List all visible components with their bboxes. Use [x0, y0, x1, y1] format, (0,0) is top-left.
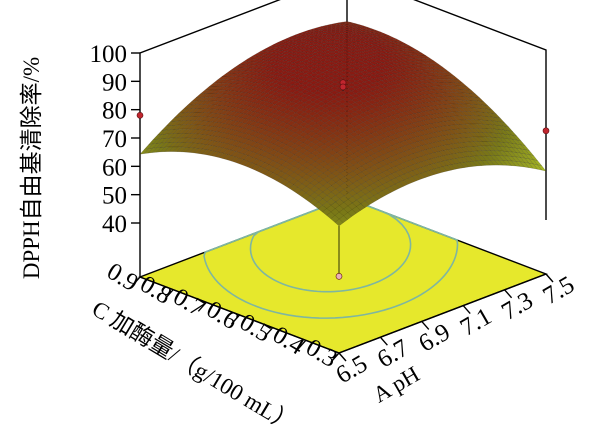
- surface-cell: [360, 200, 370, 208]
- surface-cell: [364, 198, 374, 206]
- surface-cell: [485, 160, 495, 166]
- surface-cell: [399, 179, 409, 187]
- surface-cell: [463, 161, 474, 168]
- y-tick-label: 7.5: [539, 271, 580, 310]
- design-point: [335, 273, 343, 280]
- x-tick: [230, 314, 241, 325]
- x-tick: [197, 301, 207, 312]
- design-point: [136, 112, 144, 119]
- z-tick-label: 90: [102, 69, 127, 96]
- surface-cell: [468, 161, 478, 167]
- y-axis-title: A pH: [369, 361, 424, 407]
- x-tick: [131, 276, 141, 287]
- y-tick: [338, 352, 347, 362]
- y-tick: [504, 289, 513, 299]
- z-tick-label: 100: [90, 41, 128, 68]
- x-tick: [264, 327, 274, 338]
- surface-cell: [425, 170, 435, 177]
- y-tick-label: 6.9: [414, 319, 455, 358]
- y-axis-line: [338, 273, 547, 354]
- surface-cell: [433, 167, 443, 174]
- response-surface: [139, 21, 547, 227]
- z-tick-label: 40: [102, 211, 127, 238]
- contour-line-1: [203, 197, 459, 319]
- y-tick-label: 7.3: [497, 287, 538, 326]
- x-tick: [297, 339, 307, 350]
- z-axis-title: DPPH自由基清除率/%: [19, 57, 44, 279]
- design-points: [136, 79, 550, 280]
- z-tick-label: 80: [102, 98, 127, 125]
- design-point: [339, 83, 347, 91]
- surface-cell: [511, 160, 521, 167]
- surface-cell: [381, 188, 392, 196]
- axes: [131, 52, 554, 363]
- x-tick: [330, 352, 340, 363]
- surface-cell: [493, 159, 504, 166]
- surface-cell: [334, 218, 344, 227]
- surface-cell: [489, 159, 500, 166]
- surface-cell: [515, 161, 525, 168]
- y-tick: [545, 273, 554, 283]
- surface-cell: [390, 183, 400, 191]
- surface-cell: [502, 160, 512, 166]
- design-point: [542, 127, 550, 135]
- surface-cell: [347, 209, 357, 217]
- surface-cell: [528, 162, 538, 170]
- z-tick-label: 70: [102, 126, 127, 153]
- y-tick-label: 7.1: [456, 303, 497, 342]
- x-tick: [164, 289, 174, 300]
- y-tick: [421, 320, 430, 330]
- y-tick: [379, 336, 388, 346]
- y-tick: [462, 305, 471, 315]
- surface-cell: [459, 162, 469, 168]
- z-tick-label: 50: [102, 183, 127, 210]
- surface-cell: [356, 203, 366, 211]
- z-tick-label: 60: [102, 154, 127, 181]
- surface-cell: [377, 190, 387, 198]
- surface-cell: [506, 160, 517, 167]
